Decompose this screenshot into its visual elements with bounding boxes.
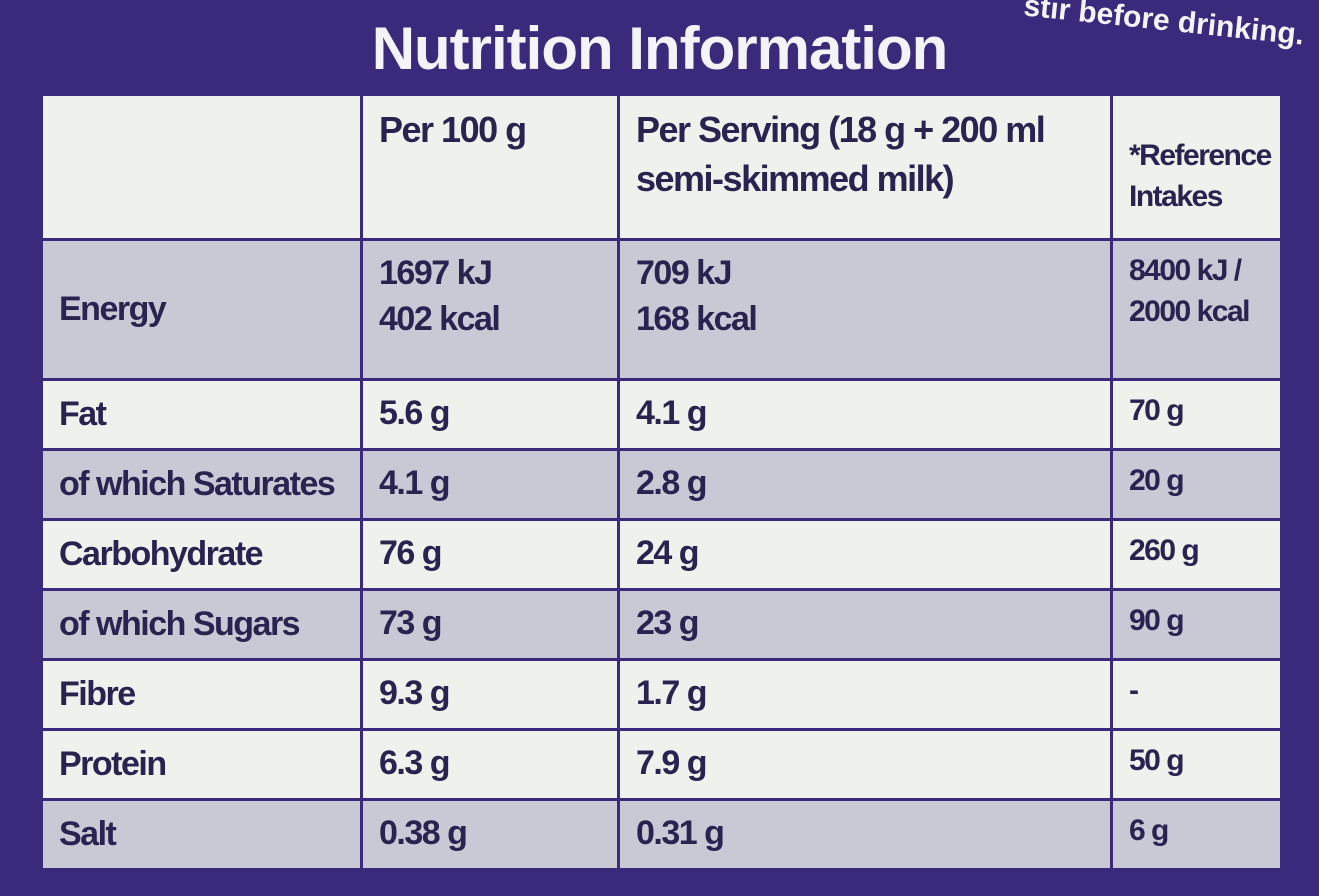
cell-text: 73 g [379, 604, 443, 642]
cell-text: Salt [59, 814, 117, 853]
cell-text: 402 kcal [379, 299, 501, 338]
header-cell: Per Serving (18 g + 200 ml semi-skimmed … [620, 96, 1113, 241]
header-cell: *Reference Intakes [1113, 96, 1283, 241]
header-blank [43, 96, 363, 241]
row-label: Protein [43, 731, 363, 801]
cell-text: 1697 kJ [379, 254, 493, 292]
value-cell: 1697 kJ 402 kcal [363, 241, 620, 381]
cell-text: 6.3 g [379, 744, 450, 782]
cell-text: 8400 kJ / [1129, 254, 1242, 287]
value-cell: 4.1 g [620, 381, 1113, 451]
title: Nutrition Information [371, 15, 949, 82]
cell-text: 7.9 g [636, 744, 707, 782]
cell-text: 2.8 g [636, 464, 707, 502]
value-cell: 2.8 g [620, 451, 1113, 521]
cell-text: 76 g [379, 534, 443, 572]
cell-text: Fat [59, 394, 107, 433]
value-cell: 90 g [1113, 591, 1283, 661]
cell-text: 23 g [636, 604, 700, 642]
value-cell: 8400 kJ / 2000 kcal [1113, 241, 1283, 381]
value-cell: 24 g [620, 521, 1113, 591]
header-cell: Per 100 g [363, 96, 620, 241]
cell-text: Carbohydrate [59, 534, 264, 573]
cell-text: of which Sugars [59, 604, 301, 643]
cell-text: 20 g [1129, 464, 1185, 497]
value-cell: 260 g [1113, 521, 1283, 591]
cell-text: 4.1 g [636, 394, 707, 432]
cell-text: Fibre [59, 674, 136, 713]
cell-text: Per Serving (18 g + 200 ml semi-skimmed … [636, 109, 1046, 199]
value-cell: 7.9 g [620, 731, 1113, 801]
row-label: Carbohydrate [43, 521, 363, 591]
cell-text: 50 g [1129, 744, 1185, 777]
value-cell: 6 g [1113, 801, 1283, 871]
value-cell: - [1113, 661, 1283, 731]
value-cell: 23 g [620, 591, 1113, 661]
nutrition-table: Per 100 g Per Serving (18 g + 200 ml semi… [40, 96, 1283, 871]
row-label: Fat [43, 381, 363, 451]
value-cell: 76 g [363, 521, 620, 591]
value-cell: 6.3 g [363, 731, 620, 801]
cell-text: Protein [59, 744, 167, 783]
row-label: of which Saturates [43, 451, 363, 521]
cell-text: *Reference Intakes [1129, 139, 1272, 213]
value-cell: 0.38 g [363, 801, 620, 871]
cell-text: 4.1 g [379, 464, 450, 502]
value-cell: 709 kJ 168 kcal [620, 241, 1113, 381]
cell-text: 9.3 g [379, 674, 450, 712]
cell-text: 70 g [1129, 394, 1185, 427]
row-label: of which Sugars [43, 591, 363, 661]
value-cell: 4.1 g [363, 451, 620, 521]
cell-text: Per 100 g [379, 109, 527, 150]
value-cell: 9.3 g [363, 661, 620, 731]
cell-text: of which Saturates [59, 464, 336, 503]
value-cell: 70 g [1113, 381, 1283, 451]
cell-text: - [1129, 674, 1139, 707]
row-label: Energy [43, 241, 363, 381]
value-cell: 5.6 g [363, 381, 620, 451]
cell-text: 90 g [1129, 604, 1185, 637]
cell-text: Energy [59, 289, 167, 328]
cell-text: 0.31 g [636, 814, 725, 852]
row-label: Fibre [43, 661, 363, 731]
row-label: Salt [43, 801, 363, 871]
cell-text: 168 kcal [636, 299, 758, 338]
cell-text: 5.6 g [379, 394, 450, 432]
cell-text: 1.7 g [636, 674, 707, 712]
value-cell: 73 g [363, 591, 620, 661]
cell-text: 260 g [1129, 534, 1200, 567]
cell-text: 6 g [1129, 814, 1169, 847]
value-cell: 1.7 g [620, 661, 1113, 731]
value-cell: 0.31 g [620, 801, 1113, 871]
cell-text: 0.38 g [379, 814, 468, 852]
value-cell: 50 g [1113, 731, 1283, 801]
cell-text: 709 kJ [636, 254, 733, 292]
cell-text: 2000 kcal [1129, 294, 1250, 328]
value-cell: 20 g [1113, 451, 1283, 521]
cell-text: 24 g [636, 534, 700, 572]
